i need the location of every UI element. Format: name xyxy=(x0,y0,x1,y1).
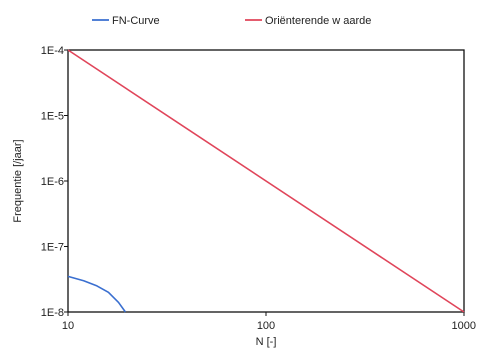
legend: FN-Curve Oriënterende w aarde xyxy=(92,15,371,27)
series-line-fn-curve xyxy=(67,275,127,313)
legend-label: Oriënterende w aarde xyxy=(265,15,371,27)
series-layer xyxy=(67,49,465,313)
y-axis-title: Frequentie [/jaar] xyxy=(12,139,24,222)
legend-label: FN-Curve xyxy=(112,15,160,27)
y-tick-label: 1E-4 xyxy=(41,45,64,57)
y-tick-label: 1E-8 xyxy=(41,307,64,319)
x-tick-label: 1000 xyxy=(452,320,476,332)
x-axis: 10 100 1000 xyxy=(62,312,476,332)
x-tick-label: 10 xyxy=(62,320,74,332)
y-axis: 1E-8 1E-7 1E-6 1E-5 1E-4 xyxy=(41,45,68,319)
x-tick-label: 100 xyxy=(257,320,275,332)
y-tick-label: 1E-5 xyxy=(41,111,64,123)
series-line-orienterende-waarde xyxy=(67,49,465,313)
x-axis-title: N [-] xyxy=(256,336,277,348)
y-tick-label: 1E-6 xyxy=(41,176,64,188)
y-tick-label: 1E-7 xyxy=(41,242,64,254)
